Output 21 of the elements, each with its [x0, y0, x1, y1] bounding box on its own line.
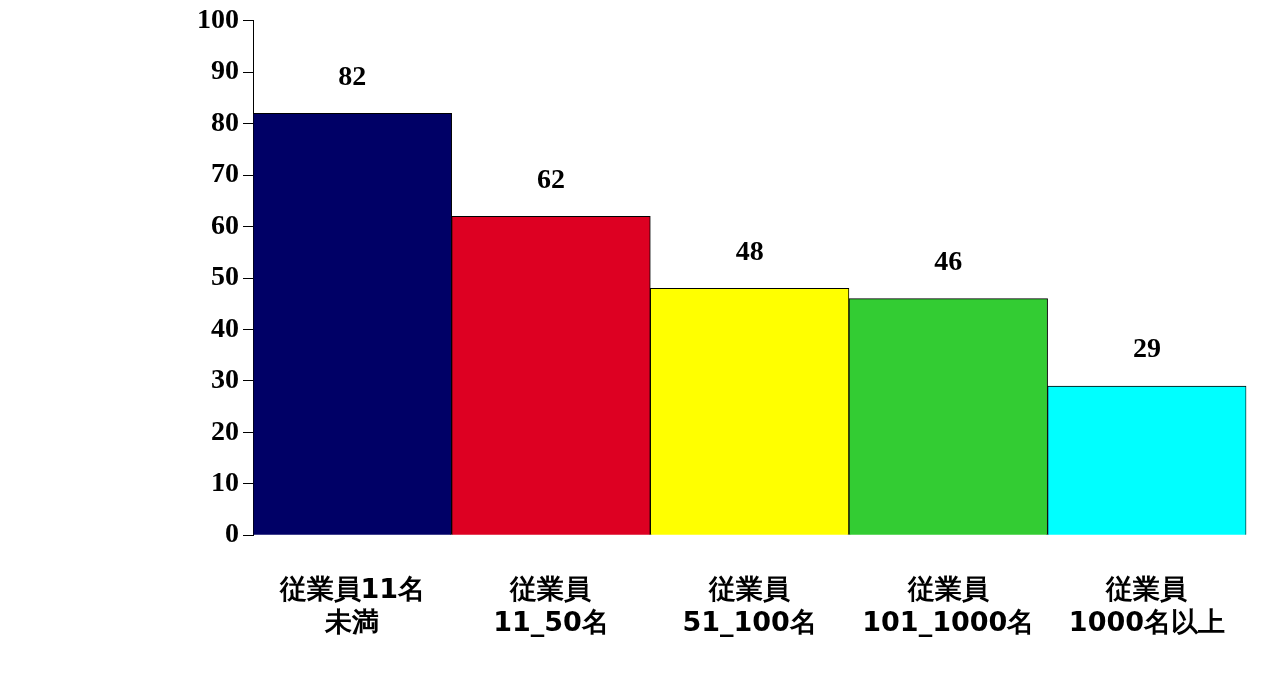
y-tick-label: 70: [211, 157, 239, 189]
y-tick-label: 20: [211, 414, 239, 446]
x-tick-label: 従業員11名未満: [278, 573, 426, 637]
data-label: 48: [735, 234, 764, 266]
data-label: 46: [934, 244, 963, 276]
y-tick-label: 0: [225, 517, 239, 549]
x-tick-label: 従業員1000名以上: [1068, 573, 1225, 637]
data-label: 82: [338, 59, 367, 91]
y-tick-label: 100: [197, 3, 239, 35]
y-tick-label: 50: [211, 260, 239, 292]
y-tick-label: 40: [211, 311, 239, 343]
y-tick-label: 60: [211, 208, 239, 240]
x-tick-label: 従業員51_100名: [682, 573, 817, 637]
x-tick-label: 従業員11_50名: [493, 573, 609, 637]
y-tick-label: 90: [211, 54, 239, 86]
data-label: 62: [536, 162, 565, 194]
data-label: 29: [1132, 332, 1161, 364]
y-tick-label: 30: [211, 363, 239, 395]
y-tick-label: 10: [211, 465, 239, 497]
y-tick-label: 80: [211, 105, 239, 137]
x-tick-label: 従業員101_1000名: [862, 573, 1035, 637]
